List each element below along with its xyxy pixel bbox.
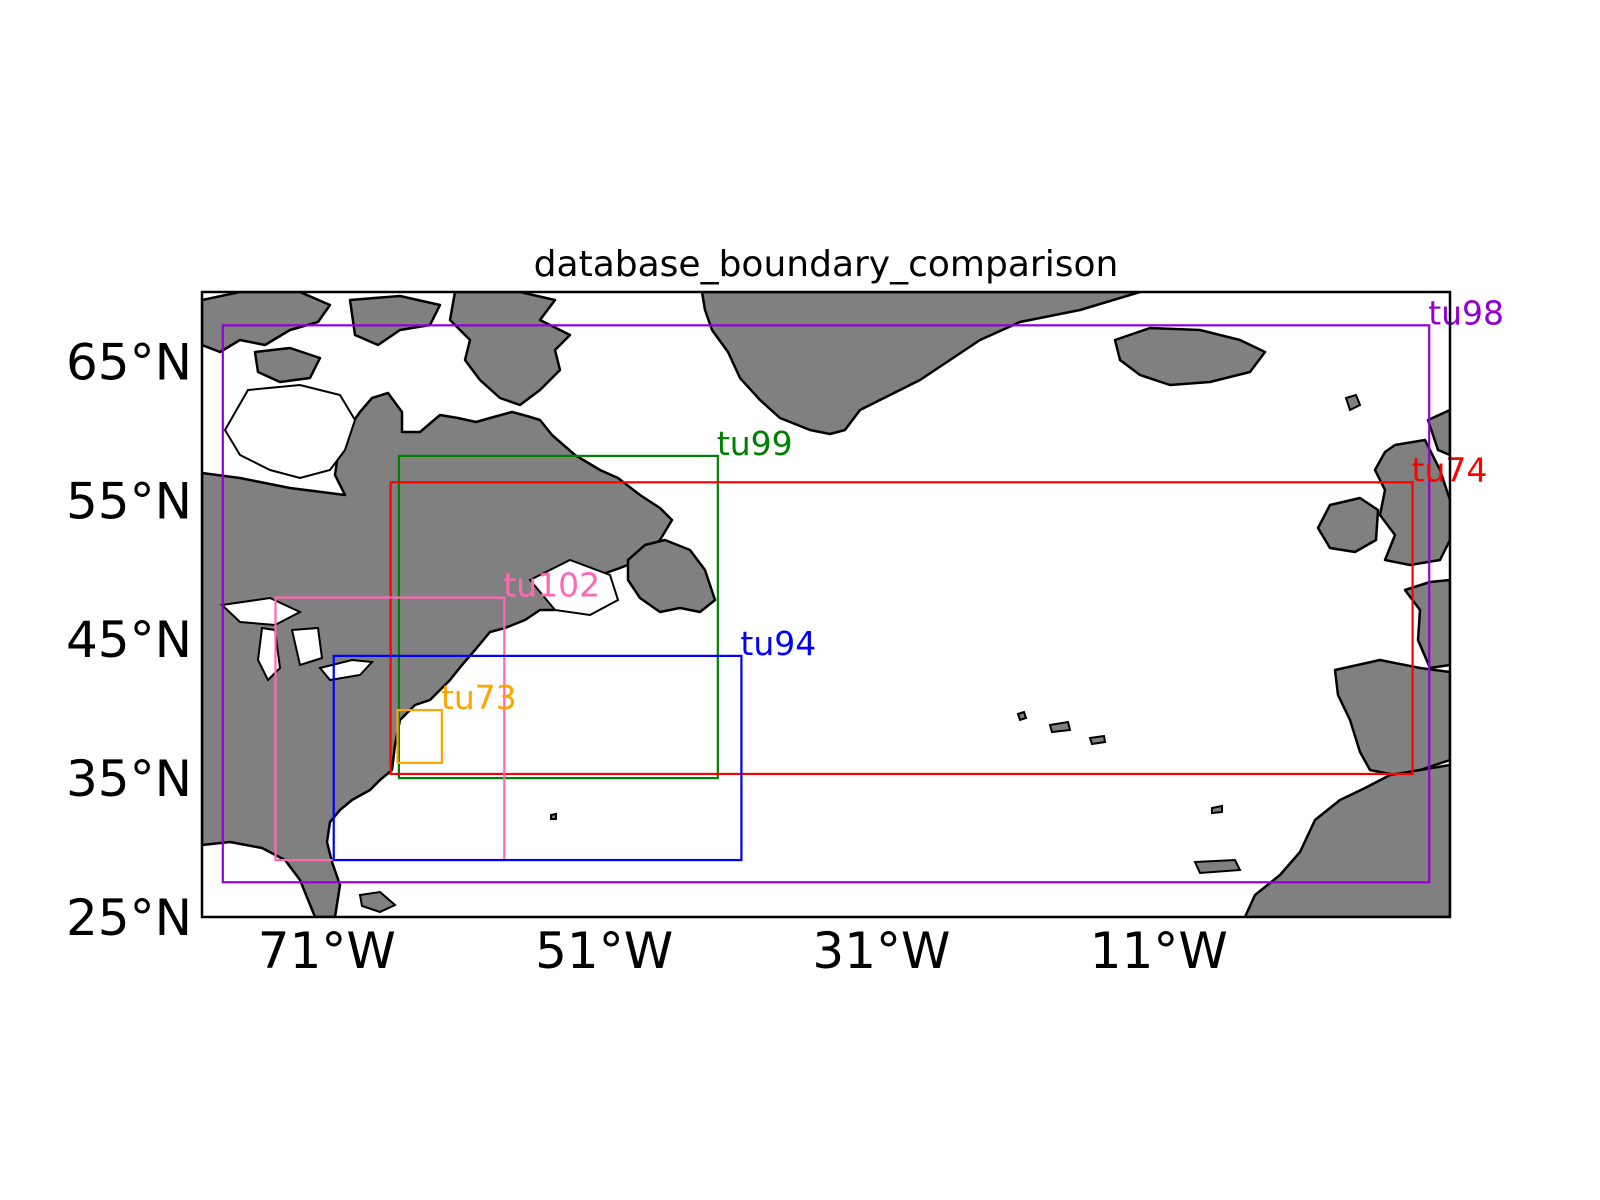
y-tick-label: 25°N [66, 889, 192, 947]
iceland [1113, 326, 1267, 387]
southampton-island [253, 346, 322, 384]
y-tick-label: 65°N [66, 333, 192, 391]
y-axis-ticks: 65°N 55°N 45°N 35°N 25°N [66, 333, 192, 947]
x-axis-ticks: 71°W 51°W 31°W 11°W [258, 922, 1228, 980]
boundary-label-tu102: tu102 [503, 566, 600, 605]
north-africa [1243, 763, 1450, 917]
map-title: database_boundary_comparison [534, 244, 1119, 285]
arctic-island-central [348, 294, 442, 347]
map-area[interactable] [202, 292, 1450, 917]
bermuda [550, 812, 557, 820]
lake-superior [219, 596, 303, 627]
gulf-of-st-lawrence [528, 558, 620, 617]
azores-1 [1016, 710, 1028, 722]
arctic-island-west [202, 292, 332, 354]
boundary-box-tu74 [389, 481, 1414, 776]
norway-edge [1426, 408, 1450, 457]
x-tick-label: 31°W [812, 922, 950, 980]
madeira [1211, 804, 1223, 815]
baffin-island [448, 292, 572, 407]
boundary-box-tu99 [397, 454, 719, 780]
azores-2 [1048, 720, 1072, 734]
x-tick-label: 51°W [535, 922, 673, 980]
y-tick-label: 55°N [66, 472, 192, 530]
ireland [1316, 496, 1380, 554]
map-frame [200, 290, 1452, 919]
boundary-label-tu99: tu99 [717, 424, 793, 463]
boundary-box-tu94 [332, 654, 743, 862]
y-tick-label: 35°N [66, 750, 192, 808]
bahamas [358, 890, 397, 914]
azores-3 [1088, 734, 1107, 746]
boundary-label-tu94: tu94 [740, 624, 816, 663]
boundary-box-tu73 [396, 708, 443, 764]
boundary-label-tu73: tu73 [441, 678, 517, 717]
y-tick-label: 45°N [66, 611, 192, 669]
canary-islands [1193, 858, 1242, 875]
france-coast [1403, 578, 1450, 670]
x-tick-label: 71°W [258, 922, 396, 980]
newfoundland [626, 538, 717, 614]
lake-huron [290, 626, 324, 667]
x-tick-label: 11°W [1090, 922, 1228, 980]
faroe-islands [1344, 393, 1362, 412]
boundary-label-tu98: tu98 [1428, 293, 1504, 332]
greenland [700, 292, 1142, 436]
hudson-bay [223, 383, 357, 480]
boundary-box-tu98 [221, 324, 1431, 884]
